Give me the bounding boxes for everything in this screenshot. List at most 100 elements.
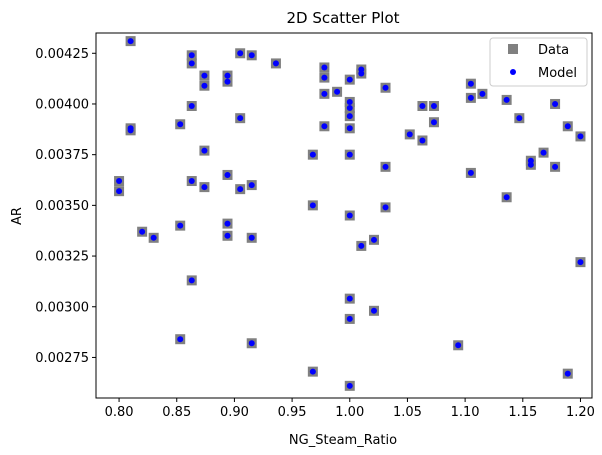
- model-point-circle: [224, 232, 231, 239]
- x-tick-label: 1.15: [508, 405, 537, 420]
- model-point-circle: [419, 103, 426, 109]
- model-point-circle: [188, 60, 195, 67]
- x-tick-label: 1.20: [566, 405, 595, 420]
- x-tick-label: 0.95: [278, 405, 307, 420]
- model-point-circle: [201, 184, 208, 191]
- model-point-circle: [358, 70, 365, 77]
- model-point-circle: [382, 163, 389, 170]
- model-point-circle: [382, 204, 389, 211]
- legend-label-data: Data: [538, 43, 569, 58]
- model-point-circle: [467, 94, 474, 101]
- legend-model-swatch: [510, 69, 516, 75]
- model-point-circle: [188, 52, 195, 59]
- model-point-circle: [116, 178, 123, 185]
- legend-label-model: Model: [538, 66, 577, 81]
- model-point-circle: [552, 100, 559, 107]
- x-tick-label: 1.00: [335, 405, 364, 420]
- y-tick-label: 0.00350: [35, 199, 89, 214]
- model-point-circle: [370, 236, 377, 243]
- model-point-circle: [358, 242, 365, 249]
- model-point-circle: [527, 161, 534, 168]
- y-tick-label: 0.00375: [35, 148, 89, 163]
- y-tick-label: 0.00300: [35, 300, 89, 315]
- model-point-circle: [503, 194, 510, 201]
- model-point-circle: [188, 178, 195, 185]
- x-axis-label: NG_Steam_Ratio: [289, 433, 397, 448]
- model-point-circle: [237, 186, 244, 193]
- model-point-circle: [177, 222, 184, 229]
- model-point-circle: [370, 307, 377, 314]
- x-tick-label: 1.05: [393, 405, 422, 420]
- model-point-circle: [564, 123, 571, 130]
- model-point-circle: [224, 220, 231, 227]
- model-point-circle: [516, 115, 523, 122]
- model-point-circle: [346, 76, 353, 83]
- model-point-circle: [382, 84, 389, 91]
- x-tick-label: 0.85: [162, 405, 191, 420]
- model-point-circle: [334, 88, 341, 95]
- model-point-circle: [564, 370, 571, 377]
- model-point-circle: [201, 72, 208, 79]
- model-point-circle: [346, 212, 353, 219]
- model-point-circle: [309, 202, 316, 209]
- model-point-circle: [479, 90, 486, 97]
- model-point-circle: [430, 103, 437, 109]
- model-point-circle: [127, 127, 134, 134]
- model-point-circle: [467, 80, 474, 87]
- model-point-circle: [237, 115, 244, 122]
- legend-data-swatch: [508, 44, 518, 54]
- y-tick-label: 0.00325: [35, 250, 89, 265]
- model-point-circle: [248, 182, 255, 189]
- model-point-circle: [272, 60, 279, 67]
- model-point-circle: [346, 315, 353, 322]
- model-point-circle: [150, 234, 157, 241]
- model-point-circle: [467, 169, 474, 176]
- model-point-circle: [577, 133, 584, 140]
- model-point-circle: [321, 123, 328, 130]
- model-point-circle: [309, 368, 316, 375]
- y-tick-label: 0.00275: [35, 351, 89, 366]
- model-point-circle: [406, 131, 413, 138]
- plot-marks: [114, 36, 586, 391]
- model-point-circle: [224, 72, 231, 79]
- model-point-circle: [127, 38, 134, 45]
- model-point-circle: [116, 188, 123, 195]
- model-point-circle: [430, 119, 437, 126]
- model-point-circle: [346, 295, 353, 302]
- model-point-circle: [540, 149, 547, 156]
- model-point-circle: [503, 96, 510, 103]
- y-tick-label: 0.00425: [35, 47, 89, 62]
- plot-frame: [95, 32, 593, 399]
- model-point-circle: [309, 151, 316, 158]
- model-point-circle: [139, 228, 146, 235]
- model-point-circle: [346, 382, 353, 389]
- model-point-circle: [201, 147, 208, 154]
- x-axis-ticks: 0.80 0.85 0.90 0.95 1.00 1.05 1.10 1.15 1.20: [105, 398, 595, 420]
- model-point-circle: [346, 151, 353, 158]
- model-point-circle: [177, 336, 184, 343]
- model-point-circle: [419, 137, 426, 144]
- y-axis-ticks: 0.00275 0.00300 0.00325 0.00350 0.00375 0.004…: [35, 47, 96, 366]
- model-point-circle: [346, 105, 353, 112]
- model-point-circle: [248, 340, 255, 347]
- model-point-circle: [455, 342, 462, 349]
- model-point-circle: [321, 64, 328, 71]
- y-axis-label: AR: [10, 207, 25, 225]
- model-point-circle: [346, 125, 353, 132]
- x-tick-label: 0.80: [105, 405, 134, 420]
- model-point-circle: [177, 121, 184, 128]
- y-tick-label: 0.00400: [35, 97, 89, 112]
- model-point-circle: [224, 78, 231, 85]
- model-point-circle: [201, 82, 208, 89]
- x-tick-label: 1.10: [451, 405, 480, 420]
- model-point-circle: [346, 113, 353, 120]
- chart-title: 2D Scatter Plot: [286, 9, 399, 27]
- model-point-circle: [321, 74, 328, 81]
- model-point-circle: [224, 171, 231, 178]
- legend: Data Model: [489, 37, 588, 87]
- model-point-circle: [552, 163, 559, 170]
- x-tick-label: 0.90: [220, 405, 249, 420]
- model-point-circle: [346, 98, 353, 105]
- model-point-circle: [248, 234, 255, 241]
